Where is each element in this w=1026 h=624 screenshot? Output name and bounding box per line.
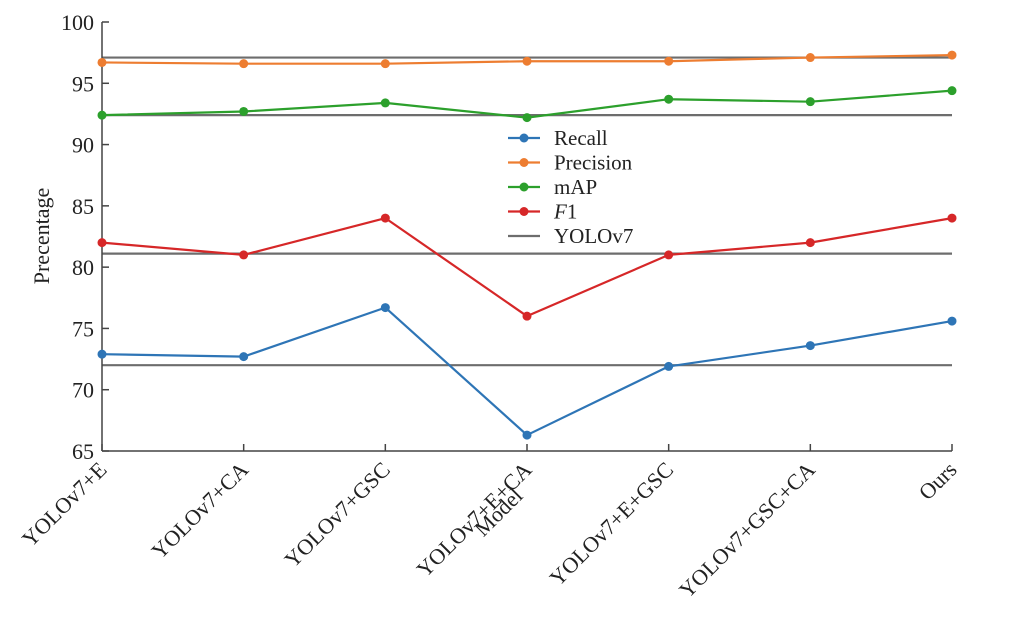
y-tick-label: 95	[72, 71, 94, 96]
f1-point	[97, 238, 107, 248]
y-tick-label: 70	[72, 378, 94, 403]
recall-point	[97, 349, 107, 359]
series-lines	[97, 50, 957, 440]
x-tick-label: YOLOv7+GSC+CA	[674, 457, 820, 603]
map-point	[947, 86, 957, 96]
map-point	[97, 110, 107, 120]
y-tick-label: 65	[72, 439, 94, 464]
precision-point	[664, 56, 674, 66]
map-point	[664, 94, 674, 104]
f1-line	[101, 217, 953, 318]
y-tick-label: 80	[72, 255, 94, 280]
precision-point	[805, 53, 815, 63]
recall-line	[101, 306, 953, 437]
recall-point	[947, 316, 957, 326]
y-tick-label: 75	[72, 316, 94, 341]
legend-label-map: mAP	[554, 175, 597, 199]
map-point	[239, 106, 249, 116]
legend-label-precision: Precision	[554, 151, 633, 175]
x-axis-ticks: YOLOv7+E YOLOv7+CA YOLOv7+GSC YOLOv7+E+CA YO…	[17, 444, 962, 603]
f1-point	[522, 311, 532, 321]
legend-label-f1: F1	[553, 200, 577, 224]
f1-point	[947, 213, 957, 223]
recall-point	[522, 430, 532, 440]
precision-point	[522, 56, 532, 66]
recall-point	[664, 361, 674, 371]
legend-marker-f1	[519, 207, 529, 216]
legend-marker-map	[519, 182, 529, 192]
x-tick-label: YOLOv7+E	[17, 457, 112, 552]
legend-label-yolov7: YOLOv7	[554, 224, 633, 248]
map-point	[380, 98, 390, 108]
f1-point	[664, 250, 674, 260]
precision-point	[239, 59, 249, 69]
legend-label-recall: Recall	[554, 126, 608, 150]
recall-point	[380, 303, 390, 313]
precision-point	[97, 57, 107, 67]
y-tick-label: 90	[72, 133, 94, 158]
legend-marker-precision	[519, 158, 529, 167]
map-point	[522, 113, 532, 123]
y-axis-ticks: 65 70 75 80 85 90 95 100	[61, 10, 109, 464]
legend-marker-recall	[519, 133, 529, 143]
f1-point	[380, 213, 390, 223]
x-tick-label: YOLOv7+CA	[146, 457, 253, 564]
recall-point	[805, 341, 815, 351]
recall-point	[239, 352, 249, 362]
x-tick-label: Ours	[914, 457, 962, 505]
y-axis-title: Precentage	[29, 188, 54, 285]
map-point	[805, 97, 815, 107]
x-tick-label: YOLOv7+GSC	[279, 457, 394, 572]
f1-point	[805, 238, 815, 248]
y-tick-label: 85	[72, 194, 94, 219]
precision-point	[947, 50, 957, 60]
y-tick-label: 100	[61, 10, 94, 35]
f1-point	[239, 250, 249, 260]
precision-point	[380, 59, 390, 69]
x-tick-label: YOLOv7+E+GSC	[544, 457, 678, 591]
